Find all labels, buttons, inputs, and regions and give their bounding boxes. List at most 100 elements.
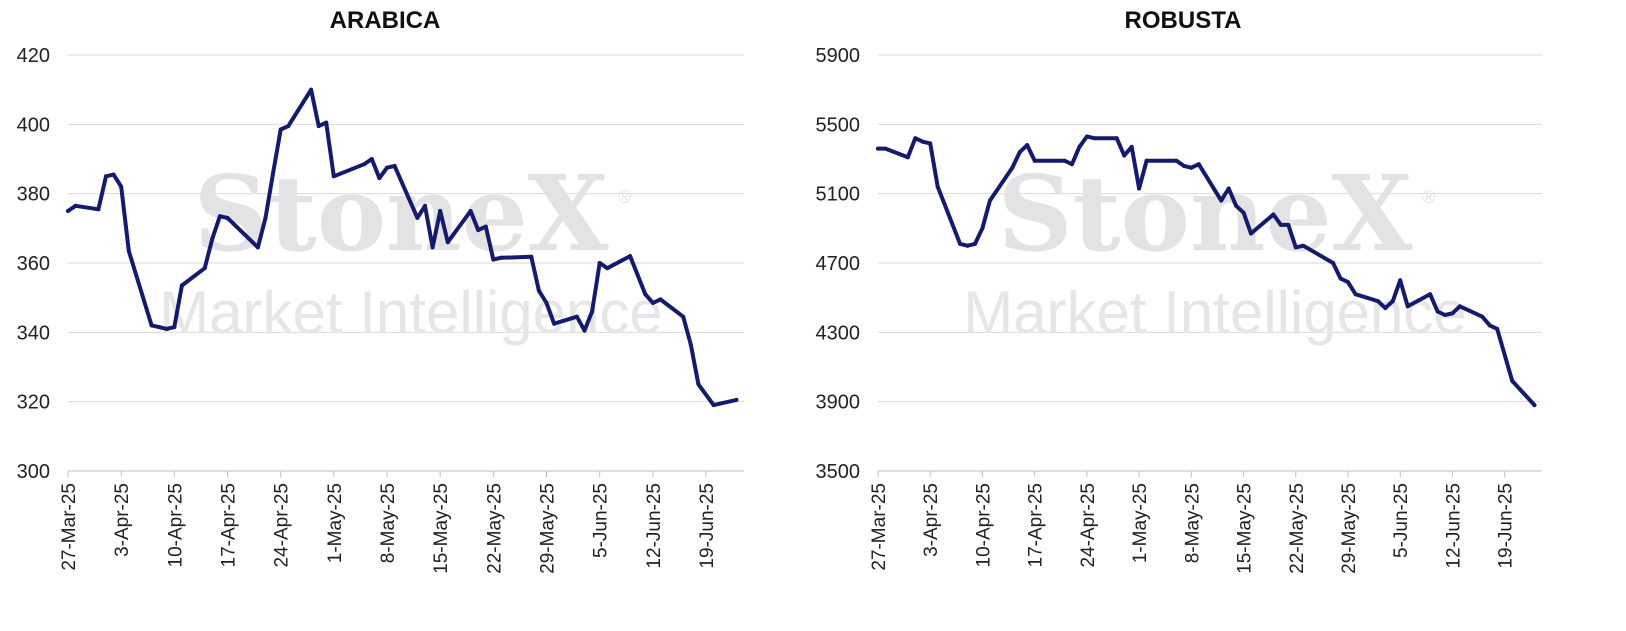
arabica-data-point xyxy=(498,255,503,260)
robusta-data-point xyxy=(1062,158,1067,163)
robusta-data-point xyxy=(973,241,977,246)
robusta-data-point xyxy=(1181,163,1186,168)
arabica-data-point xyxy=(286,124,291,129)
robusta-data-point xyxy=(1129,144,1134,149)
robusta-data-point xyxy=(1025,143,1030,148)
arabica-data-point xyxy=(711,403,716,408)
robusta-x-tick-label: 8-May-25 xyxy=(1182,483,1203,563)
robusta-data-point xyxy=(1443,313,1447,317)
arabica-data-point xyxy=(271,170,276,175)
arabica-data-point xyxy=(164,326,169,331)
arabica-data-point xyxy=(104,174,108,179)
robusta-data-point xyxy=(920,139,925,144)
arabica-data-point xyxy=(369,157,374,161)
arabica-data-point xyxy=(688,342,693,347)
arabica-data-point xyxy=(574,314,579,319)
robusta-x-tick-label: 5-Jun-25 xyxy=(1391,483,1412,558)
arabica-data-point xyxy=(377,176,382,181)
robusta-data-point xyxy=(1495,326,1500,331)
arabica-x-tick-label: 1-May-25 xyxy=(325,483,346,563)
robusta-y-tick-label: 4700 xyxy=(816,253,861,275)
robusta-data-point xyxy=(1487,323,1492,328)
arabica-x-tick-label: 29-May-25 xyxy=(538,483,559,574)
arabica-data-point xyxy=(111,172,116,177)
arabica-data-point xyxy=(157,325,162,330)
arabica-y-tick-label: 340 xyxy=(17,322,50,344)
robusta-data-point xyxy=(1383,306,1388,311)
arabica-data-point xyxy=(225,215,230,220)
arabica-watermark-registered: ® xyxy=(618,187,631,207)
robusta-data-point xyxy=(1249,231,1253,236)
robusta-watermark-brand: StoneX xyxy=(998,152,1413,275)
arabica-x-tick-label: 15-May-25 xyxy=(431,483,452,574)
arabica-data-point xyxy=(582,328,587,333)
robusta-y-tick-label: 5100 xyxy=(816,184,861,206)
arabica-data-point xyxy=(423,203,427,208)
arabica-data-point xyxy=(597,261,602,265)
arabica-data-point xyxy=(149,323,154,328)
robusta-data-point xyxy=(1532,403,1537,408)
robusta-y-tick-label: 5500 xyxy=(816,114,861,136)
arabica-x-tick-label: 27-Mar-25 xyxy=(59,483,80,571)
robusta-data-point xyxy=(1092,136,1097,141)
robusta-data-point xyxy=(1338,276,1343,281)
robusta-y-tick-label: 4300 xyxy=(816,322,861,344)
robusta-data-point xyxy=(987,198,992,203)
arabica-y-tick-label: 420 xyxy=(17,45,50,67)
robusta-data-point xyxy=(1189,165,1194,170)
robusta-data-point xyxy=(1196,162,1201,167)
robusta-data-point xyxy=(1435,309,1440,314)
robusta-data-point xyxy=(1122,153,1127,158)
robusta-data-point xyxy=(1510,378,1515,383)
robusta-data-point xyxy=(1084,134,1089,139)
arabica-data-point xyxy=(119,184,124,189)
arabica-title: ARABICA xyxy=(330,7,441,34)
arabica-data-point xyxy=(658,297,663,302)
robusta-data-point xyxy=(1450,311,1455,316)
arabica-data-point xyxy=(605,266,610,271)
robusta-x-tick-label: 15-May-25 xyxy=(1235,483,1256,574)
robusta-data-point xyxy=(1114,136,1119,141)
robusta-data-point xyxy=(1353,292,1358,297)
robusta-x-tick-label: 3-Apr-25 xyxy=(921,483,942,557)
arabica-watermark-brand: StoneX xyxy=(194,152,609,275)
arabica-x-tick-label: 17-Apr-25 xyxy=(219,483,240,568)
arabica-x-tick-label: 12-Jun-25 xyxy=(644,483,665,569)
robusta-y-tick-label: 5900 xyxy=(816,45,861,67)
arabica-data-point xyxy=(126,248,131,253)
robusta-data-point xyxy=(1077,144,1082,149)
robusta-data-point xyxy=(1234,203,1239,208)
robusta-data-point xyxy=(1293,245,1298,250)
robusta-data-point xyxy=(1428,292,1433,297)
robusta-data-point xyxy=(1241,210,1246,215)
robusta-x-tick-label: 29-May-25 xyxy=(1339,483,1360,574)
arabica-data-point xyxy=(529,254,534,259)
arabica-data-point xyxy=(544,300,549,305)
robusta-data-point xyxy=(1032,158,1037,163)
arabica-data-point xyxy=(491,257,496,262)
arabica-watermark-tagline: Market Intelligence xyxy=(159,279,663,346)
arabica-data-point xyxy=(263,215,268,220)
robusta-data-point xyxy=(1405,304,1410,309)
robusta-data-point xyxy=(1375,299,1380,304)
arabica-data-point xyxy=(172,325,177,330)
robusta-data-point xyxy=(883,146,888,151)
arabica-data-point xyxy=(202,266,207,271)
arabica-data-point xyxy=(681,314,686,319)
robusta-data-point xyxy=(1010,165,1015,170)
robusta-data-point xyxy=(1457,304,1462,309)
robusta-y-tick-label: 3900 xyxy=(816,392,861,414)
arabica-data-point xyxy=(650,300,655,305)
robusta-data-point xyxy=(1144,158,1149,163)
arabica-data-point xyxy=(385,165,389,170)
arabica-data-point xyxy=(483,224,488,229)
arabica-x-tick-label: 5-Jun-25 xyxy=(591,483,612,558)
arabica-data-point xyxy=(331,174,336,179)
robusta-data-point xyxy=(980,226,985,231)
robusta-data-point xyxy=(1017,150,1022,155)
robusta-title: ROBUSTA xyxy=(1125,7,1242,34)
arabica-data-point xyxy=(536,288,541,293)
arabica-data-point xyxy=(217,214,222,219)
arabica-data-point xyxy=(255,245,260,250)
robusta-data-point xyxy=(958,241,963,246)
